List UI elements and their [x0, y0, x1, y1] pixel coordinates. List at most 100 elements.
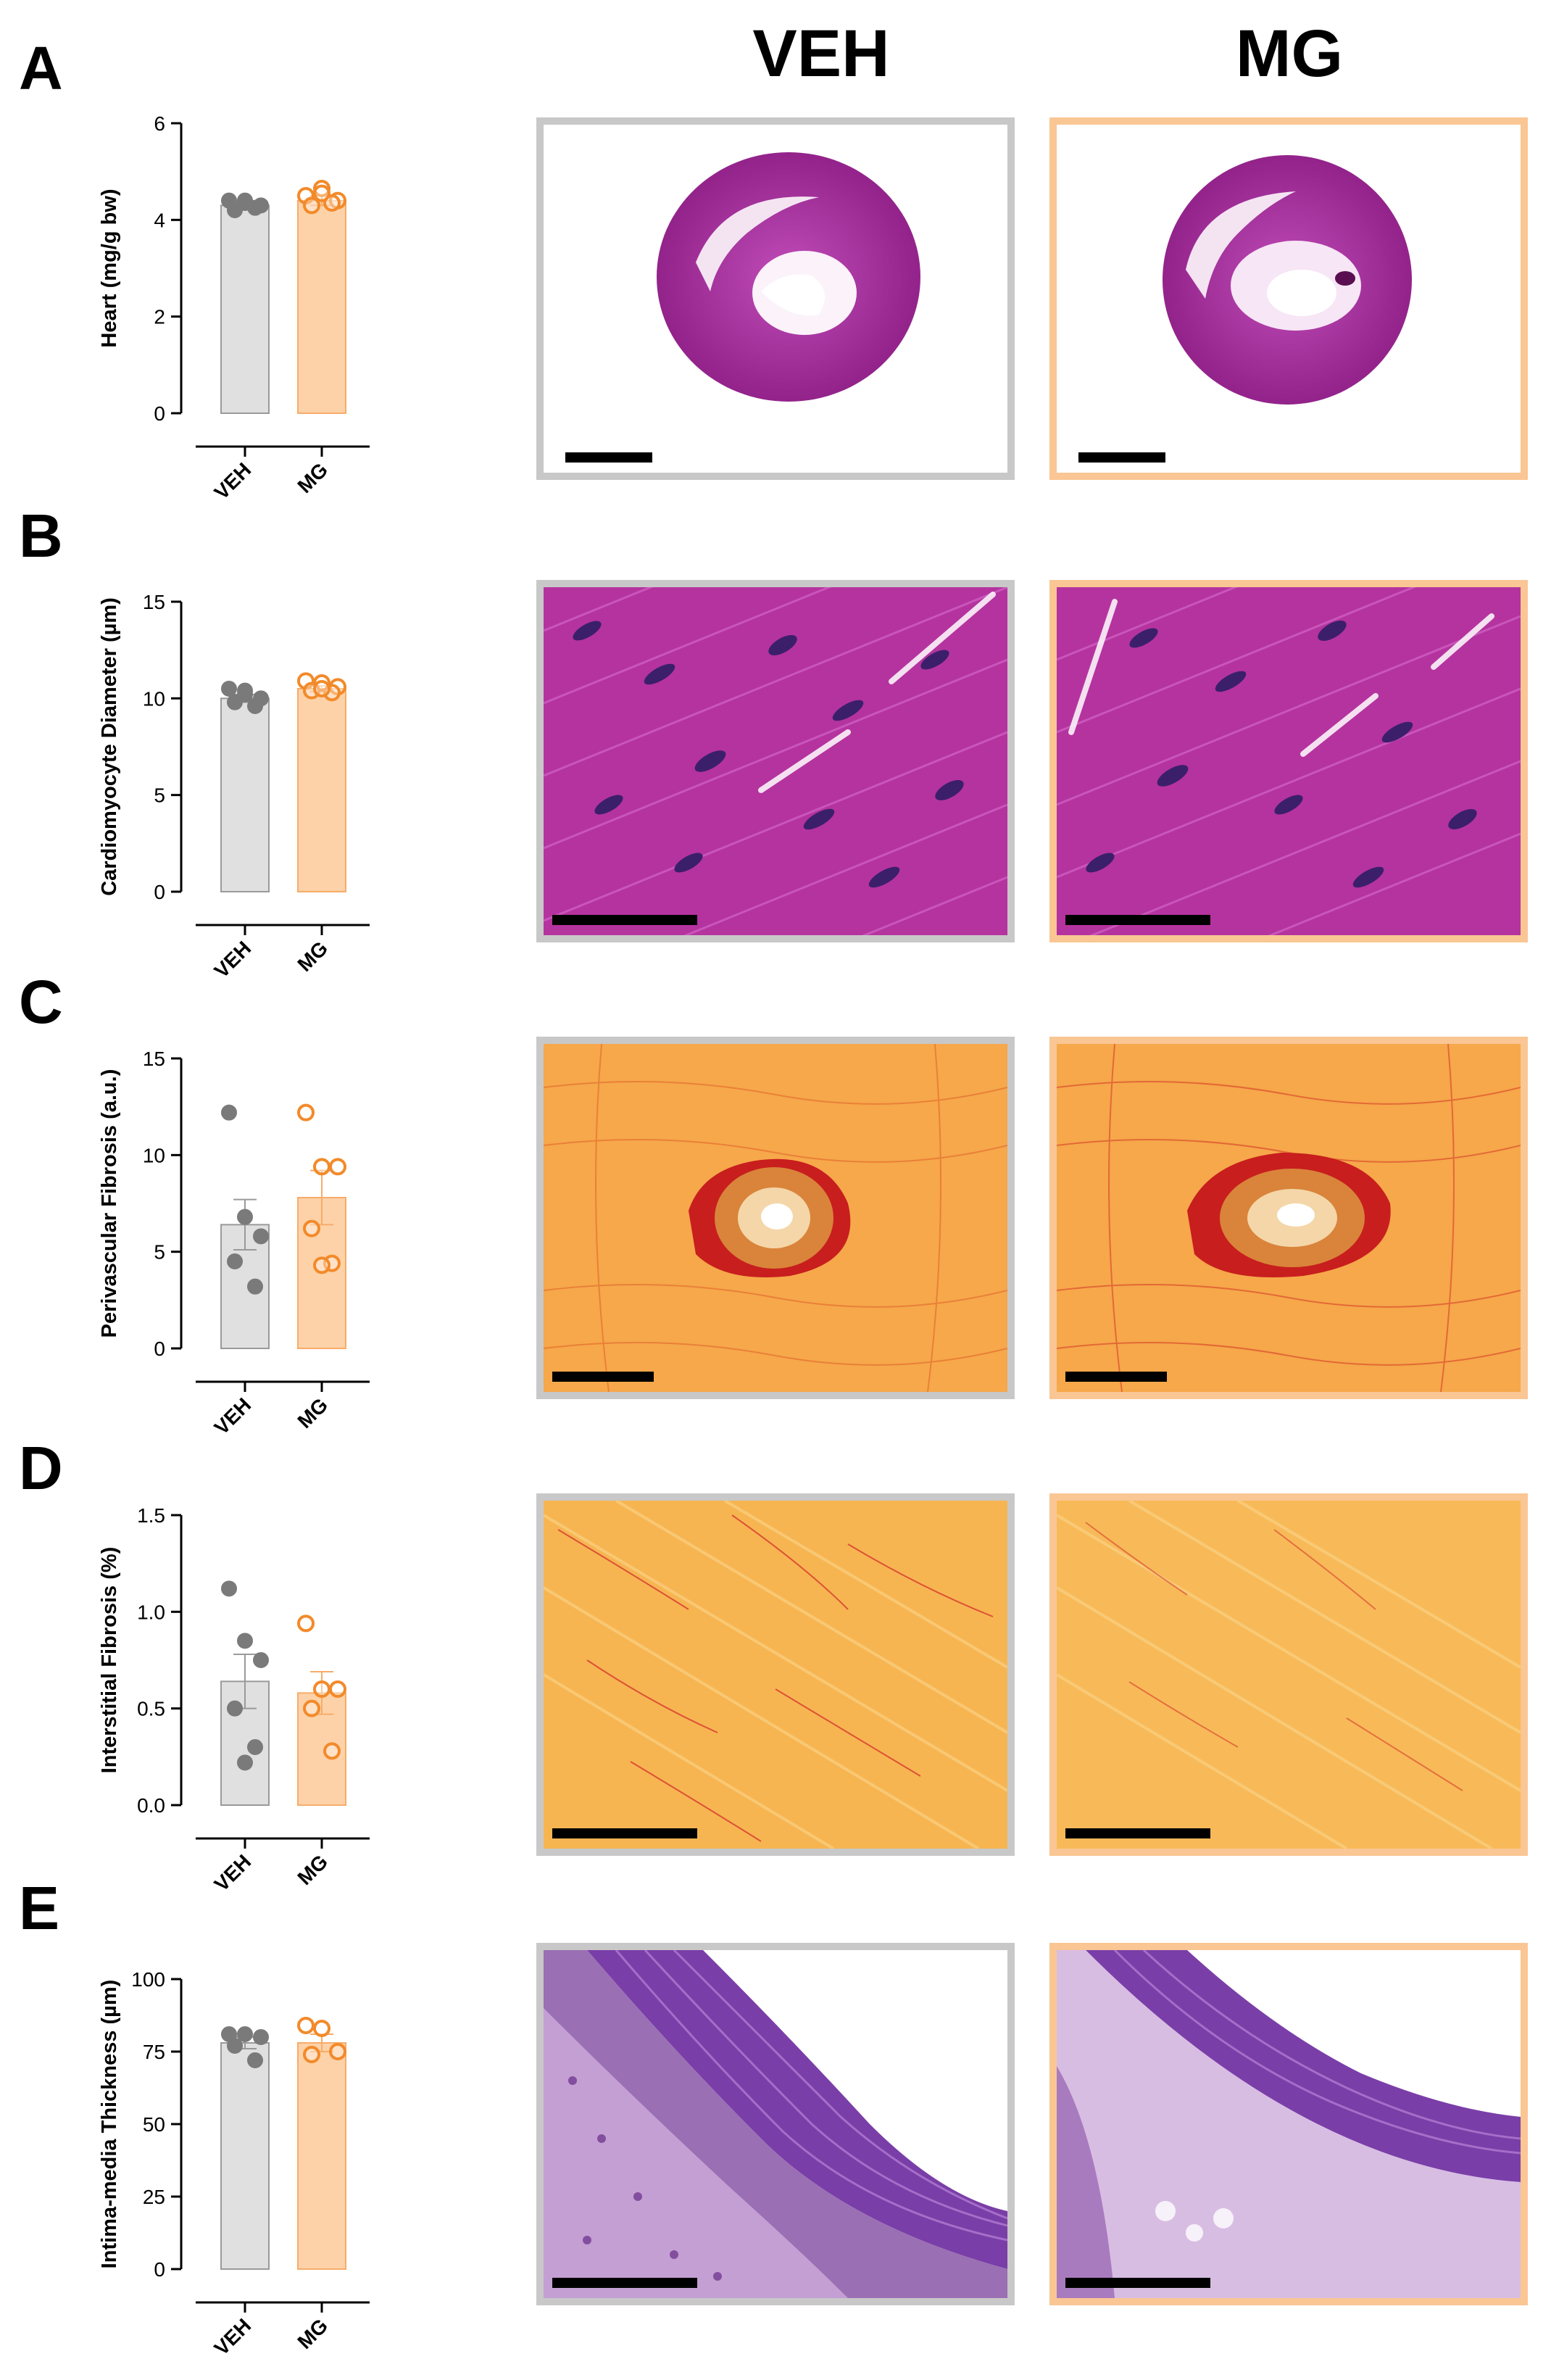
- scale-bar: [552, 1372, 654, 1382]
- data-point: [237, 1208, 253, 1225]
- bar-veh: [220, 697, 270, 892]
- scale-bar: [1065, 1372, 1167, 1382]
- data-point: [253, 1652, 269, 1668]
- micrograph-c-veh: [536, 1037, 1015, 1399]
- panel-letter-b: B: [19, 502, 63, 570]
- data-point: [221, 681, 237, 697]
- panel-letter-c: C: [19, 968, 63, 1036]
- y-tick-label: 0: [154, 1338, 165, 1360]
- data-point: [313, 184, 330, 202]
- scale-bar: [1065, 2278, 1210, 2288]
- x-tick-label: MG: [293, 458, 332, 497]
- data-point: [253, 1228, 269, 1245]
- scale-bar: [1065, 915, 1210, 925]
- y-axis-label: Heart (mg/g bw): [98, 188, 121, 347]
- micrograph-e-mg: [1049, 1943, 1528, 2305]
- data-point: [237, 1633, 253, 1649]
- data-point: [323, 194, 341, 212]
- y-tick-label: 1.0: [137, 1601, 165, 1623]
- y-tick-label: 75: [143, 2041, 165, 2063]
- micrograph-d-veh: [536, 1493, 1015, 1856]
- data-point: [303, 1219, 320, 1237]
- data-point: [237, 687, 253, 702]
- y-axis-label: Cardiomyocyte Diameter (µm): [98, 597, 121, 896]
- bar-chart-heart-weight: 0 2 4 6 Heart (mg/g bw) VEH MG: [98, 112, 370, 504]
- y-tick-label: 100: [131, 1968, 165, 1991]
- data-point: [303, 1699, 320, 1717]
- y-tick-label: 10: [143, 1144, 165, 1166]
- y-tick-label: 0.5: [137, 1698, 165, 1720]
- data-point: [227, 1253, 243, 1269]
- x-tick-label: VEH: [210, 1850, 256, 1896]
- bar-mg: [297, 199, 346, 415]
- bar-veh: [220, 2042, 270, 2270]
- panel-letter-a: A: [19, 34, 63, 102]
- y-tick-label: 0.0: [137, 1794, 165, 1817]
- data-point: [237, 2026, 253, 2042]
- scale-bar: [565, 452, 652, 463]
- x-tick-label: MG: [293, 1850, 332, 1889]
- panel-letter-d: D: [19, 1434, 63, 1502]
- y-tick-label: 5: [154, 1241, 165, 1264]
- y-axis-label: Perivascular Fibrosis (a.u.): [98, 1069, 121, 1338]
- data-point: [297, 1614, 315, 1633]
- data-point: [303, 196, 320, 215]
- data-point: [313, 2020, 330, 2037]
- data-point: [297, 1103, 315, 1121]
- y-tick-label: 1.5: [137, 1504, 165, 1527]
- micrograph-a-veh: [536, 117, 1015, 480]
- data-point: [237, 1754, 253, 1771]
- scale-bar: [552, 2278, 697, 2288]
- y-tick-label: 5: [154, 784, 165, 807]
- data-point: [313, 1680, 330, 1698]
- y-tick-label: 0: [154, 2258, 165, 2281]
- data-point: [247, 1739, 263, 1755]
- column-header-veh: VEH: [752, 17, 890, 91]
- micrograph-d-mg: [1049, 1493, 1528, 1856]
- x-tick-label: MG: [293, 2314, 332, 2353]
- y-tick-label: 15: [143, 1048, 165, 1070]
- column-header-mg: MG: [1235, 17, 1344, 91]
- data-point: [227, 1700, 243, 1717]
- data-point: [313, 1256, 330, 1274]
- data-point: [247, 1278, 263, 1295]
- data-point: [221, 1580, 237, 1597]
- y-tick-label: 6: [154, 112, 165, 135]
- data-point: [227, 2038, 243, 2054]
- x-tick-label: VEH: [210, 937, 256, 982]
- y-axis-label: Intima-media Thickness (µm): [98, 1980, 121, 2269]
- y-tick-label: 2: [154, 306, 165, 328]
- bar-chart-intima-media-thickness: 0 25 50 75 100 Intima-media Thickness (µm) VEH…: [98, 1968, 370, 2360]
- data-point: [313, 180, 330, 197]
- micrograph-c-mg: [1049, 1037, 1528, 1399]
- scale-bar: [552, 915, 697, 925]
- data-point: [313, 680, 330, 697]
- y-tick-label: 50: [143, 2113, 165, 2136]
- data-point: [329, 1158, 346, 1176]
- micrograph-e-veh: [536, 1943, 1015, 2305]
- data-point: [297, 2017, 315, 2034]
- data-point: [221, 1104, 237, 1121]
- data-point: [313, 1158, 330, 1176]
- data-point: [323, 1742, 341, 1760]
- x-tick-label: MG: [293, 937, 332, 976]
- bar-veh: [220, 204, 270, 414]
- bar-chart-interstitial-fibrosis: 0.0 0.5 1.0 1.5 Interstitial Fibrosis (%) VEH…: [98, 1504, 370, 1896]
- y-tick-label: 4: [154, 209, 165, 231]
- data-point: [329, 1680, 346, 1698]
- scale-bar: [1078, 452, 1165, 463]
- x-tick-label: VEH: [210, 458, 256, 504]
- bar-mg: [297, 2042, 346, 2270]
- bar-mg: [297, 688, 346, 892]
- data-point: [247, 2052, 263, 2068]
- y-tick-label: 10: [143, 687, 165, 710]
- data-point: [253, 2029, 269, 2045]
- micrograph-b-veh: [536, 580, 1015, 942]
- y-axis-label: Interstitial Fibrosis (%): [98, 1547, 121, 1774]
- scale-bar: [552, 1828, 697, 1838]
- x-tick-label: MG: [293, 1393, 332, 1432]
- y-tick-label: 25: [143, 2186, 165, 2208]
- micrograph-a-mg: [1049, 117, 1528, 480]
- data-point: [247, 698, 263, 714]
- data-point: [237, 195, 253, 211]
